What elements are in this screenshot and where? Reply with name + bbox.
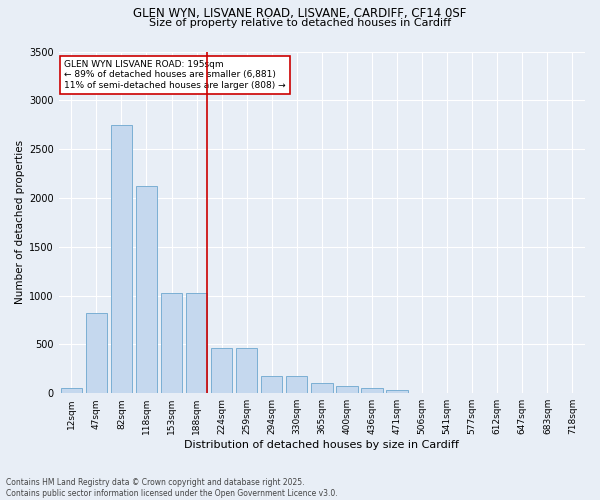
Bar bbox=[261, 376, 283, 393]
Bar bbox=[86, 313, 107, 393]
Bar bbox=[136, 186, 157, 393]
X-axis label: Distribution of detached houses by size in Cardiff: Distribution of detached houses by size … bbox=[184, 440, 460, 450]
Text: GLEN WYN, LISVANE ROAD, LISVANE, CARDIFF, CF14 0SF: GLEN WYN, LISVANE ROAD, LISVANE, CARDIFF… bbox=[133, 8, 467, 20]
Y-axis label: Number of detached properties: Number of detached properties bbox=[15, 140, 25, 304]
Bar bbox=[386, 390, 408, 393]
Bar bbox=[61, 388, 82, 393]
Bar bbox=[286, 376, 307, 393]
Text: Size of property relative to detached houses in Cardiff: Size of property relative to detached ho… bbox=[149, 18, 451, 28]
Bar bbox=[236, 348, 257, 393]
Bar bbox=[211, 348, 232, 393]
Bar bbox=[336, 386, 358, 393]
Bar bbox=[186, 292, 207, 393]
Bar bbox=[111, 124, 132, 393]
Text: Contains HM Land Registry data © Crown copyright and database right 2025.
Contai: Contains HM Land Registry data © Crown c… bbox=[6, 478, 338, 498]
Bar bbox=[311, 384, 332, 393]
Bar bbox=[161, 292, 182, 393]
Text: GLEN WYN LISVANE ROAD: 195sqm
← 89% of detached houses are smaller (6,881)
11% o: GLEN WYN LISVANE ROAD: 195sqm ← 89% of d… bbox=[64, 60, 286, 90]
Bar bbox=[361, 388, 383, 393]
